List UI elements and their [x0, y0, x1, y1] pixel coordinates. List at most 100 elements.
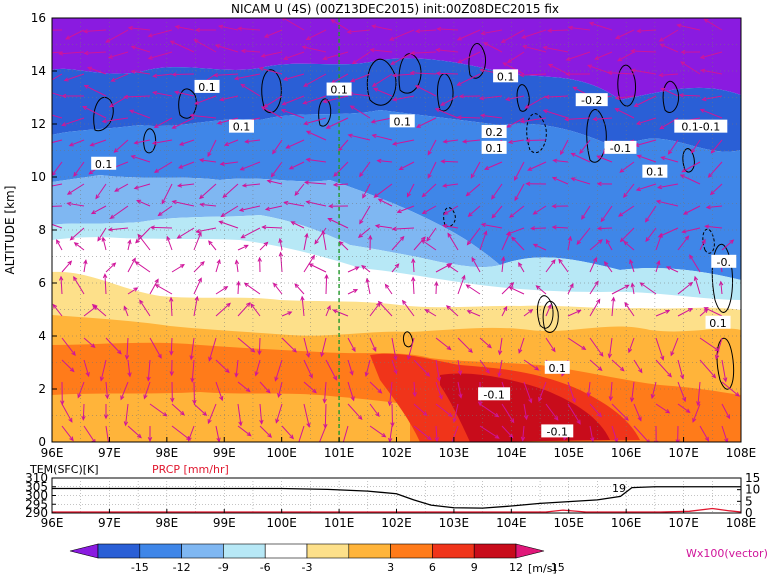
wind-vector-head	[302, 100, 308, 105]
wind-vector	[347, 266, 359, 273]
wind-vector-head	[406, 355, 412, 361]
wind-vector	[680, 174, 701, 185]
wind-vector	[374, 183, 393, 198]
wind-vector	[333, 309, 349, 317]
wind-vector-head	[239, 166, 245, 171]
wind-vector	[239, 205, 261, 211]
wind-vector-head	[447, 412, 453, 418]
wind-vector	[682, 227, 701, 233]
contour-label: -0.1	[483, 388, 504, 401]
wind-vector-head	[103, 414, 109, 420]
wind-vector	[443, 183, 459, 187]
temperature-line	[52, 486, 741, 509]
wind-vector	[303, 359, 313, 378]
wind-vector	[453, 403, 459, 422]
wind-vector-head	[635, 186, 641, 192]
wind-vector	[413, 236, 426, 251]
wind-vector	[679, 94, 701, 97]
wind-vector	[491, 205, 503, 219]
wind-vector-head	[281, 18, 285, 21]
wind-vector	[235, 260, 239, 273]
wind-vector-head	[258, 66, 264, 72]
wind-vector-head	[685, 408, 691, 414]
wind-vector-head	[223, 141, 229, 146]
wind-vector	[677, 381, 686, 402]
grid	[52, 18, 741, 442]
wind-vector-head	[102, 273, 108, 279]
wind-vector	[699, 337, 719, 352]
surface-x-tick-label: 98E	[155, 516, 178, 530]
wind-vector	[361, 265, 371, 273]
wind-vector	[571, 177, 591, 185]
wind-vector-head	[461, 139, 468, 144]
wind-vector	[323, 51, 349, 60]
wind-vector-head	[73, 275, 78, 282]
wind-vector-head	[66, 201, 72, 207]
wind-vector	[721, 403, 730, 419]
wind-vector	[303, 403, 310, 427]
wind-vector	[320, 337, 327, 357]
wind-vector	[149, 337, 162, 359]
colorbar-swatch	[432, 543, 475, 559]
wind-vector-head	[426, 435, 432, 441]
wind-vector-head	[370, 119, 376, 124]
wind-vector-head	[665, 266, 672, 271]
wind-vector	[369, 403, 380, 417]
wind-vector-head	[328, 204, 334, 209]
wind-vector	[306, 29, 327, 40]
wind-vector	[548, 64, 569, 75]
wind-vector-head	[497, 350, 503, 356]
wind-vector	[193, 278, 202, 295]
wind-vector-head	[325, 124, 331, 129]
wind-vector	[391, 263, 399, 273]
wind-vector	[699, 359, 716, 378]
contour-label-bg	[705, 315, 731, 329]
y-axis-label: ALTITUDE [km]	[3, 186, 17, 275]
wind-vector	[545, 403, 559, 421]
wind-vector	[102, 117, 129, 123]
wind-vector	[129, 109, 151, 119]
wind-vector	[143, 381, 151, 399]
wind-vector	[237, 403, 242, 426]
wind-vector	[148, 29, 173, 37]
wind-vector	[721, 239, 734, 251]
wind-vector-head	[308, 373, 313, 379]
wind-vector	[711, 139, 723, 154]
wind-vector-head	[350, 396, 355, 402]
wind-vector-head	[278, 251, 284, 257]
wind-vector-head	[480, 222, 486, 228]
wind-vector-head	[130, 45, 136, 50]
wind-vector-head	[594, 280, 599, 286]
wind-vector	[523, 359, 539, 371]
wind-vector	[328, 218, 349, 229]
wind-vector	[538, 381, 547, 402]
wind-vector	[435, 359, 440, 381]
colorbar-swatch	[264, 543, 308, 559]
surface-x-tick-label: 105E	[554, 516, 585, 530]
prcp-tick-label: 10	[745, 483, 760, 497]
wind-vector-head	[377, 300, 383, 306]
wind-vector	[95, 183, 107, 199]
wind-vector-head	[532, 210, 538, 215]
wind-vector	[708, 161, 723, 178]
wind-vector	[683, 205, 701, 215]
wind-vector-head	[200, 261, 205, 266]
colorbar-tick-label: -6	[260, 561, 271, 574]
contour-label: 0.1	[330, 84, 348, 97]
wind-vector-head	[494, 434, 500, 439]
wind-vector-head	[681, 229, 687, 234]
wind-vector-head	[615, 34, 621, 39]
wind-vector-head	[420, 239, 426, 244]
wind-vector	[677, 235, 689, 251]
wind-vector	[62, 117, 85, 126]
wind-vector	[219, 25, 239, 31]
wind-vector	[631, 283, 635, 295]
wind-vector-head	[69, 436, 74, 442]
wind-vector	[237, 244, 249, 251]
wind-vector	[523, 381, 532, 403]
contour-label: 0.1	[95, 158, 113, 171]
wind-vector-head	[633, 102, 639, 107]
wind-vector-head	[443, 210, 449, 215]
wind-vector	[615, 29, 635, 39]
wind-vector-head	[508, 433, 514, 439]
